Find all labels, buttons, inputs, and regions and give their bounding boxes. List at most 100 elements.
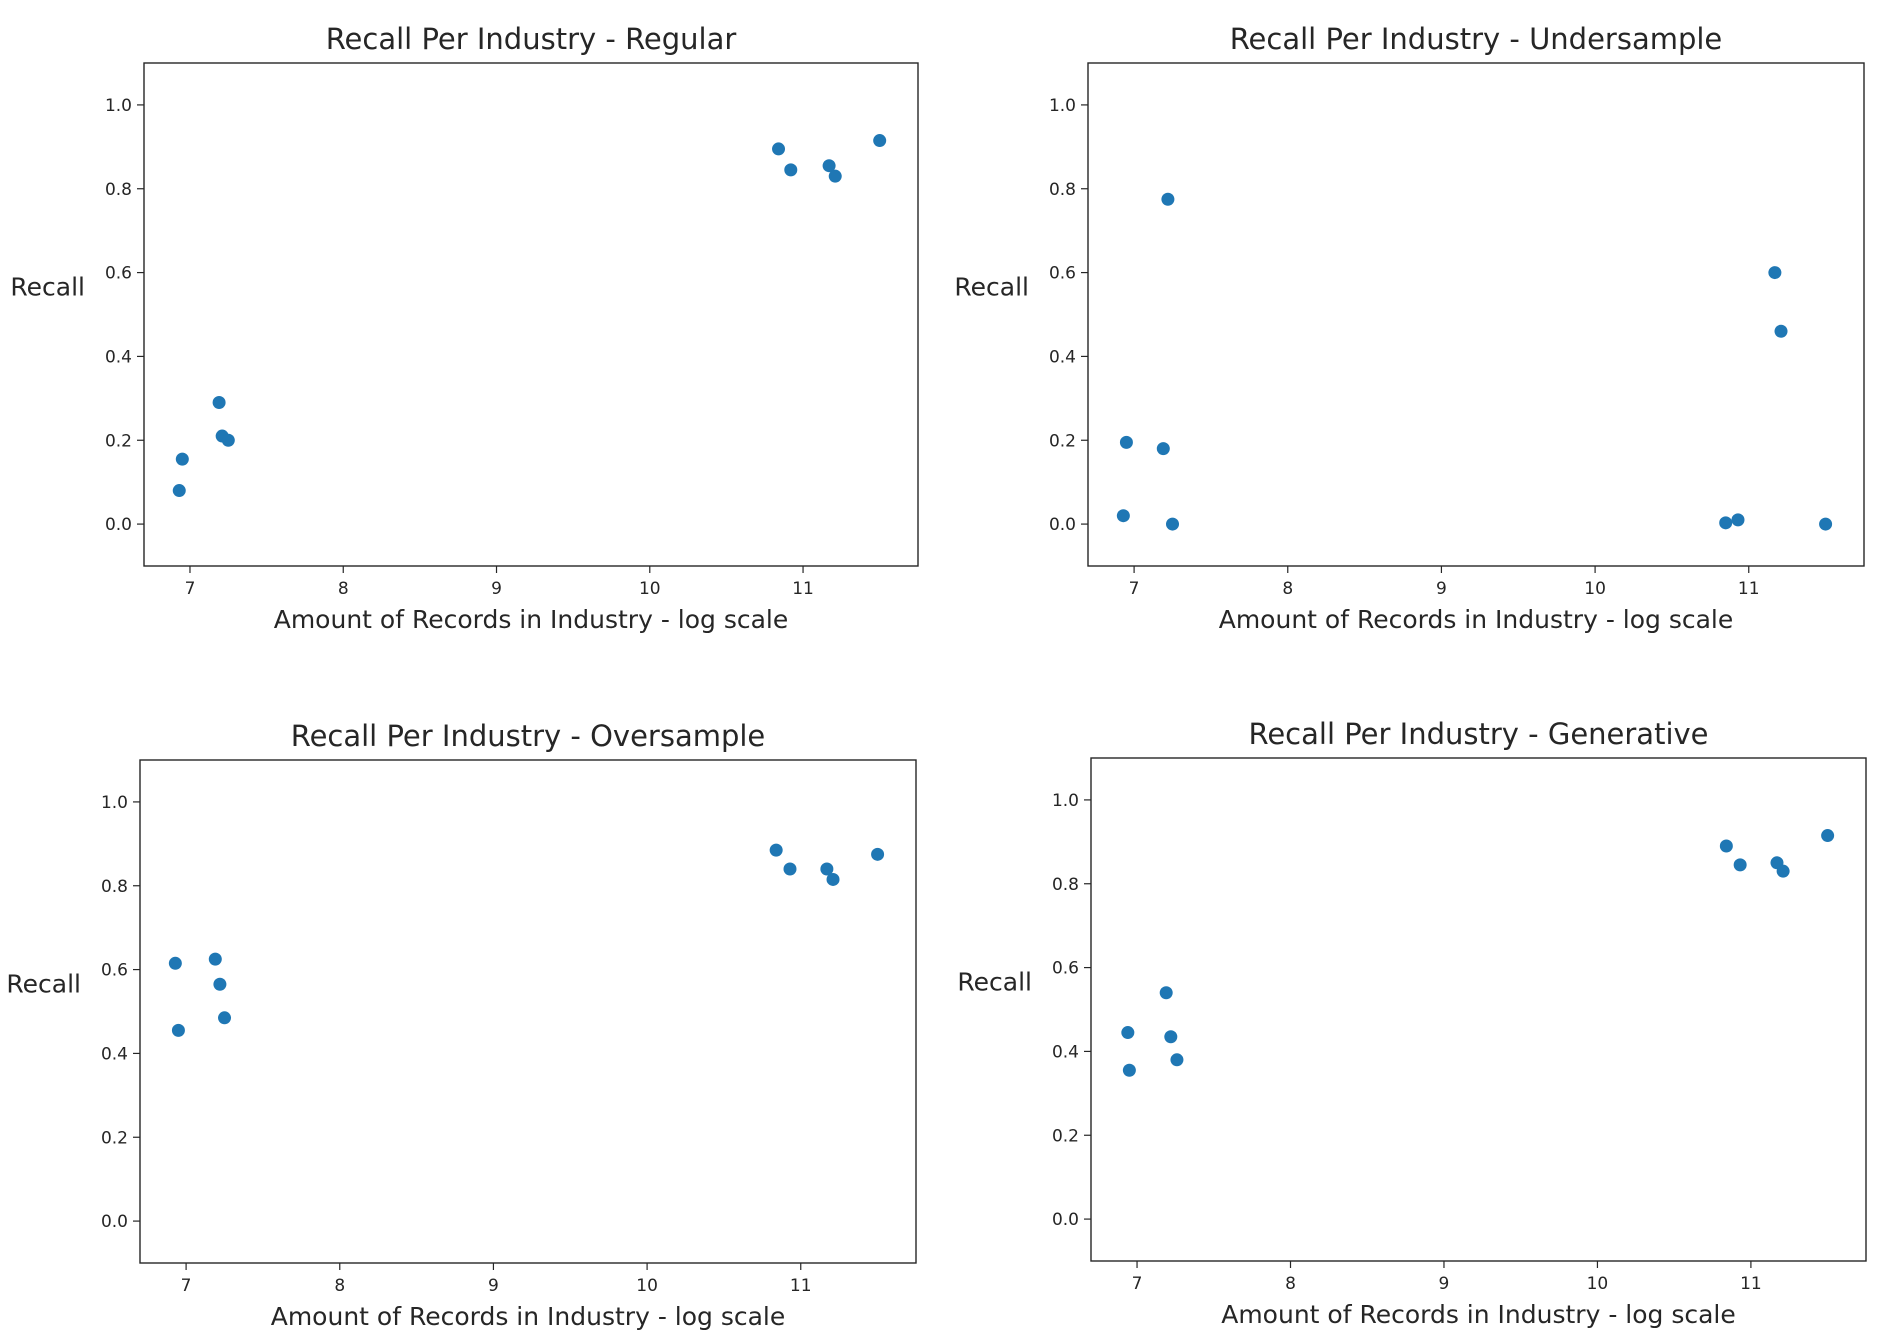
y-axis-label: Recall [10, 273, 85, 302]
data-point [1121, 1026, 1135, 1040]
x-tick-label: 10 [1584, 579, 1606, 599]
data-point [1819, 517, 1833, 531]
data-point [1164, 1030, 1178, 1044]
chart-title: Recall Per Industry - Regular [326, 22, 737, 56]
data-point [1774, 324, 1788, 338]
data-point [1116, 509, 1130, 523]
x-axis-label: Amount of Records in Industry - log scal… [274, 605, 789, 634]
x-tick-label: 10 [639, 579, 661, 599]
data-point [1166, 517, 1180, 531]
data-point [1821, 829, 1835, 843]
y-tick-label: 0.0 [1049, 515, 1076, 535]
x-tick-label: 8 [1282, 579, 1293, 599]
y-axis-label: Recall [957, 968, 1032, 997]
y-tick-label: 0.0 [1052, 1210, 1079, 1230]
data-point [218, 1011, 232, 1025]
y-tick-label: 0.2 [1049, 431, 1076, 451]
x-tick-label: 11 [790, 1276, 812, 1296]
data-point [1170, 1053, 1184, 1067]
data-point [221, 433, 235, 447]
y-tick-label: 1.0 [1049, 96, 1076, 116]
y-tick-label: 1.0 [101, 793, 128, 813]
y-tick-label: 0.6 [1052, 959, 1079, 979]
x-tick-label: 8 [1285, 1274, 1296, 1294]
data-point [1768, 266, 1782, 280]
data-point [783, 862, 797, 876]
x-axis-label: Amount of Records in Industry - log scal… [1219, 605, 1734, 634]
y-tick-label: 1.0 [1052, 791, 1079, 811]
plot-frame [139, 759, 917, 1264]
y-tick-label: 0.4 [1052, 1042, 1079, 1062]
x-tick-label: 9 [1439, 1274, 1450, 1294]
x-tick-label: 9 [1436, 579, 1447, 599]
data-point [871, 847, 885, 861]
y-tick-label: 0.4 [105, 347, 132, 367]
data-point [1719, 516, 1733, 530]
x-tick-label: 11 [1738, 579, 1760, 599]
chart-panel-top-left: Recall Per Industry - Regular 7 8 9 10 11 0.0 0… [10, 22, 919, 634]
x-tick-label: 9 [488, 1276, 499, 1296]
data-point [168, 956, 182, 970]
y-tick-label: 0.8 [101, 877, 128, 897]
data-point [208, 952, 222, 966]
data-point [1156, 442, 1170, 456]
data-point [1733, 858, 1747, 872]
y-tick-label: 0.8 [1049, 180, 1076, 200]
chart-panel-bottom-right: Recall Per Industry - Generative 7 8 9 10 11 0… [957, 717, 1867, 1329]
x-tick-label: 7 [1132, 1274, 1143, 1294]
x-tick-label: 11 [1740, 1274, 1762, 1294]
data-point [1161, 192, 1175, 206]
y-tick-label: 0.4 [1049, 347, 1076, 367]
data-point [1159, 986, 1173, 1000]
data-point [873, 134, 887, 148]
y-tick-label: 0.8 [1052, 875, 1079, 895]
x-tick-label: 7 [181, 1276, 192, 1296]
chart-panel-bottom-left: Recall Per Industry - Oversample 7 8 9 10 11 0… [6, 719, 917, 1331]
data-point [822, 159, 836, 173]
y-axis-label: Recall [954, 273, 1029, 302]
y-tick-label: 0.2 [101, 1128, 128, 1148]
chart-panel-top-right: Recall Per Industry - Undersample 7 8 9 10 11… [954, 22, 1865, 634]
y-tick-label: 1.0 [105, 96, 132, 116]
chart-title: Recall Per Industry - Generative [1248, 717, 1708, 751]
x-tick-label: 8 [334, 1276, 345, 1296]
y-tick-label: 0.2 [1052, 1126, 1079, 1146]
data-point [820, 862, 834, 876]
y-tick-label: 0.6 [105, 264, 132, 284]
y-tick-label: 0.0 [101, 1212, 128, 1232]
data-point [172, 484, 186, 498]
y-tick-label: 0.2 [105, 431, 132, 451]
x-tick-label: 10 [636, 1276, 658, 1296]
data-point [769, 843, 783, 857]
data-point [826, 872, 840, 886]
x-axis-label: Amount of Records in Industry - log scal… [1221, 1300, 1736, 1329]
x-axis-label: Amount of Records in Industry - log scal… [271, 1302, 786, 1331]
x-tick-label: 7 [1129, 579, 1140, 599]
data-point [828, 169, 842, 183]
x-tick-label: 9 [491, 579, 502, 599]
data-point [1719, 839, 1733, 853]
x-tick-label: 8 [338, 579, 349, 599]
data-point [175, 452, 189, 466]
y-tick-label: 0.8 [105, 180, 132, 200]
data-point [1731, 513, 1745, 527]
plot-frame [1087, 62, 1865, 567]
data-point [213, 977, 227, 991]
x-tick-label: 7 [185, 579, 196, 599]
x-tick-label: 11 [792, 579, 814, 599]
y-axis-label: Recall [6, 970, 81, 999]
data-point [171, 1023, 185, 1037]
data-point [772, 142, 786, 156]
chart-title: Recall Per Industry - Oversample [291, 719, 766, 753]
x-tick-label: 10 [1587, 1274, 1609, 1294]
plot-frame [143, 62, 919, 567]
data-point [1122, 1063, 1136, 1077]
data-point [784, 163, 798, 177]
chart-title: Recall Per Industry - Undersample [1230, 22, 1723, 56]
y-tick-label: 0.4 [101, 1044, 128, 1064]
data-point [212, 396, 226, 410]
data-point [1776, 864, 1790, 878]
data-point [1119, 435, 1133, 449]
y-tick-label: 0.6 [101, 961, 128, 981]
